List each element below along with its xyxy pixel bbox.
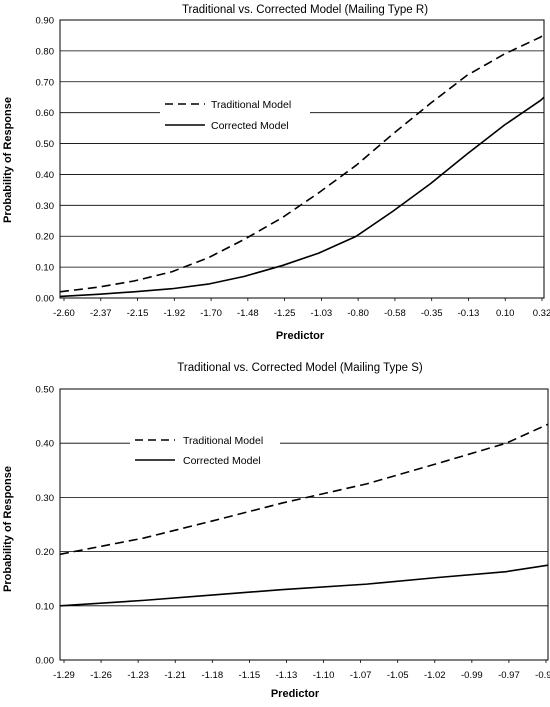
y-tick-label: 0.50 [36,385,55,396]
y-tick-label: 0.20 [36,232,55,243]
chart-title: Traditional vs. Corrected Model (Mailing… [182,4,428,16]
y-tick-labels: 0.00 0.10 0.20 0.30 0.40 0.50 0.60 0.70 0.80 0.90 [36,16,55,305]
x-tick-label: -1.05 [387,670,409,681]
plot-area-frame [59,19,545,299]
series-line-traditional-model [59,423,549,556]
series-line-corrected-model [59,96,545,298]
y-tick-label: 0.90 [36,16,55,27]
y-tick-label: 0.70 [36,77,55,88]
x-tick-label: -0.58 [384,308,406,319]
legend-label-traditional: Traditional Model [183,435,263,447]
series-layer [59,33,545,298]
y-axis-label: Probability of Response [2,466,14,592]
chart-svg-mailing-type-r: Traditional vs. Corrected Model (Mailing… [2,4,550,342]
y-tick-label: 0.50 [36,139,55,150]
x-tick-label: -1.07 [350,670,372,681]
x-axis-label: Predictor [271,688,320,700]
y-tick-label: 0.60 [36,108,55,119]
x-tick-labels: -1.29 -1.26 -1.23 -1.21 -1.18 -1.15 -1.13 -1.10… [53,660,550,681]
chart-mailing-type-s: Traditional vs. Corrected Model (Mailing… [0,345,550,702]
x-tick-label: -0.35 [421,308,443,319]
x-tick-label: -2.37 [90,308,112,319]
series-line-corrected-model [59,564,549,607]
x-tick-label: -2.15 [127,308,149,319]
y-tick-label: 0.00 [36,294,55,305]
legend-label-corrected: Corrected Model [211,120,289,132]
y-tick-label: 0.10 [36,263,55,274]
x-tick-label: -1.02 [424,670,446,681]
x-tick-label: -1.15 [239,670,261,681]
plot-area-frame [59,388,549,661]
series-layer [59,423,549,607]
x-tick-label: 0.10 [496,308,515,319]
x-tick-label: -1.18 [201,670,223,681]
y-tick-label: 0.00 [36,656,55,667]
legend-box [160,92,310,134]
y-tick-label: 0.10 [36,601,55,612]
y-tick-label: 0.40 [36,170,55,181]
x-tick-label: -1.70 [200,308,222,319]
y-tick-label: 0.80 [36,46,55,57]
x-tick-label: -1.48 [237,308,259,319]
x-tick-label: -1.23 [127,670,149,681]
chart-mailing-type-r: Traditional vs. Corrected Model (Mailing… [0,0,550,345]
legend: Traditional Model Corrected Model [130,429,280,471]
y-tick-label: 0.30 [36,201,55,212]
x-tick-label: -1.21 [164,670,186,681]
y-tick-label: 0.40 [36,439,55,450]
x-tick-label: -0.97 [498,670,520,681]
y-tick-labels: 0.00 0.10 0.20 0.30 0.40 0.50 [36,385,55,667]
legend-label-traditional: Traditional Model [211,99,291,111]
x-tick-label: -0.99 [461,670,483,681]
x-tick-label: -1.10 [313,670,335,681]
x-tick-label: -1.92 [163,308,185,319]
x-tick-label: -0.94 [535,670,550,681]
x-tick-labels: -2.60 -2.37 -2.15 -1.92 -1.70 -1.48 -1.25 -1.03… [53,298,550,319]
chart-svg-mailing-type-s: Traditional vs. Corrected Model (Mailing… [2,362,550,700]
legend-label-corrected: Corrected Model [183,455,261,467]
x-tick-label: 0.32 [533,308,550,319]
x-tick-label: -2.60 [53,308,75,319]
x-tick-label: -1.03 [311,308,333,319]
legend-box [130,429,280,471]
gridlines [60,19,544,299]
chart-title: Traditional vs. Corrected Model (Mailing… [177,362,423,374]
legend: Traditional Model Corrected Model [160,92,310,134]
series-line-traditional-model [59,33,545,293]
x-tick-label: -0.80 [347,308,369,319]
x-tick-label: -1.25 [274,308,296,319]
x-tick-label: -1.26 [90,670,112,681]
x-tick-label: -1.13 [276,670,298,681]
y-axis-label: Probability of Response [2,97,14,223]
y-tick-label: 0.20 [36,547,55,558]
y-tick-label: 0.30 [36,493,55,504]
x-tick-label: -1.29 [53,670,75,681]
x-axis-label: Predictor [276,330,325,342]
x-tick-label: -0.13 [458,308,480,319]
